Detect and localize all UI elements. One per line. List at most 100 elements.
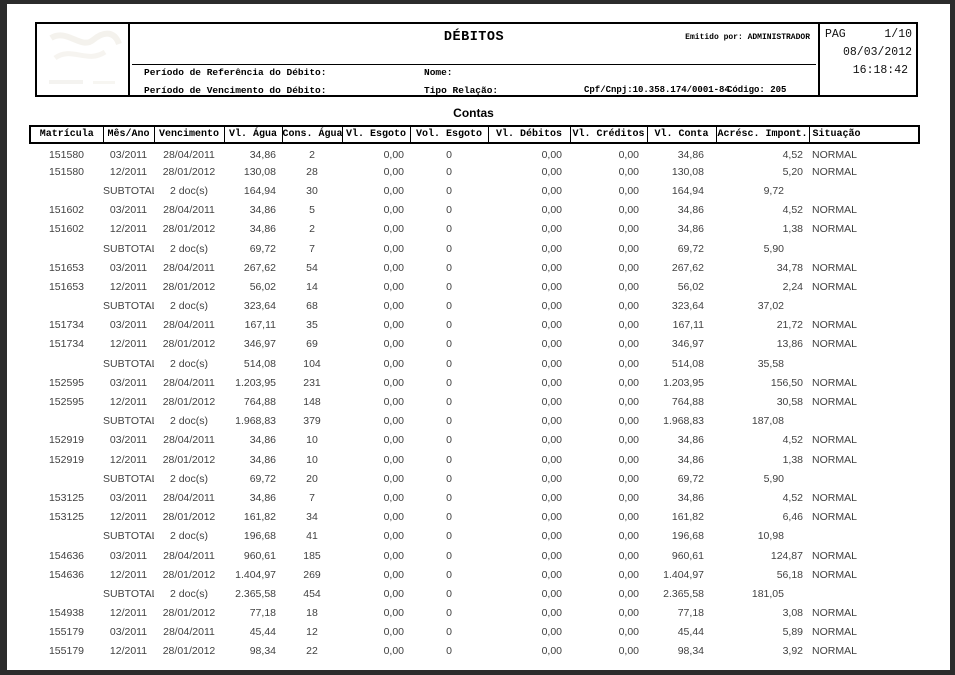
table-cell: 151602 [48, 204, 85, 217]
report-date: 08/03/2012 [842, 46, 912, 59]
report-title: DÉBITOS [443, 30, 505, 45]
table-cell: 34,86 [249, 149, 276, 162]
table-cell [809, 584, 919, 603]
table-cell: 2 [309, 223, 315, 236]
table-row: 151602 12/2011 28/01/2012 34,86 2 0,00 0 0,00 0,… [30, 220, 919, 239]
table-cell: SUBTOTAL [103, 587, 154, 600]
report-time: 16:18:42 [852, 64, 908, 77]
table-cell: NORMAL [812, 396, 857, 409]
table-cell [809, 527, 919, 546]
table-cell: 98,34 [249, 645, 276, 658]
table-cell: 45,44 [249, 626, 276, 639]
table-cell: 0,00 [541, 626, 562, 639]
table-cell: 7 [309, 491, 315, 504]
table-cell: 0,00 [541, 223, 562, 236]
table-cell: 0 [446, 626, 452, 639]
report-header: DÉBITOS Emitido por: ADMINISTRADOR Perío… [35, 22, 918, 97]
table-cell: 28/04/2011 [163, 376, 215, 389]
table-cell: 0,00 [618, 415, 639, 428]
table-cell: 155179 [48, 645, 85, 658]
table-cell: 0 [446, 645, 452, 658]
table-cell: 0 [446, 261, 452, 274]
table-cell: NORMAL [812, 338, 857, 351]
table-cell: 1,38 [782, 453, 803, 466]
table-cell: 152595 [48, 376, 85, 389]
table-cell: 12/2011 [109, 280, 148, 293]
column-header: Vol. Esgoto [409, 125, 489, 144]
table-cell: 28/01/2012 [162, 223, 216, 236]
column-header: Matrícula [29, 125, 104, 144]
table-cell: 2 doc(s) [170, 587, 208, 600]
table-cell: 0,00 [541, 300, 562, 313]
page-label: PAG [825, 28, 846, 41]
table-cell: 346,97 [243, 338, 276, 351]
table-cell: NORMAL [812, 165, 857, 178]
table-cell: 34,78 [776, 261, 803, 274]
table-cell: 0,00 [618, 223, 639, 236]
table-cell: NORMAL [812, 204, 857, 217]
table-cell: 0,00 [541, 549, 562, 562]
table-row: 151653 12/2011 28/01/2012 56,02 14 0,00 0 0,00 0… [30, 277, 919, 296]
table-cell: 56,18 [776, 568, 803, 581]
table-cell: 514,08 [671, 357, 704, 370]
table-cell: 152919 [48, 434, 85, 447]
table-cell: 0 [446, 300, 452, 313]
table-cell: SUBTOTAL [103, 530, 154, 543]
table-cell: 12/2011 [109, 396, 148, 409]
table-cell [30, 181, 103, 200]
filter-label-tipo-relacao: Tipo Relação: [424, 85, 499, 96]
table-cell: 0,00 [383, 530, 404, 543]
table-row: 152919 03/2011 28/04/2011 34,86 10 0,00 0 0,00 0… [30, 431, 919, 450]
table-cell: 0,00 [618, 149, 639, 162]
table-cell: 0,00 [541, 149, 562, 162]
table-cell: 45,44 [677, 626, 704, 639]
table-cell: 03/2011 [109, 491, 148, 504]
table-cell: 28/04/2011 [163, 261, 215, 274]
table-cell: 68 [306, 300, 318, 313]
header-middle-section: DÉBITOS Emitido por: ADMINISTRADOR Perío… [132, 24, 816, 96]
filter-label-nome: Nome: [424, 67, 453, 78]
table-cell: 151580 [48, 165, 85, 178]
table-cell: 0,00 [618, 204, 639, 217]
table-cell: 34,86 [677, 434, 704, 447]
table-cell: 0,00 [383, 511, 404, 524]
table-row: 151734 03/2011 28/04/2011 167,11 35 0,00 0 0,00… [30, 316, 919, 335]
table-cell: 2 doc(s) [170, 184, 208, 197]
table-row: 152595 12/2011 28/01/2012 764,88 148 0,00 0 0,0… [30, 392, 919, 411]
table-cell: 153125 [48, 511, 85, 524]
header-divider [132, 64, 816, 65]
table-cell: 03/2011 [109, 204, 148, 217]
table-row: 151580 03/2011 28/04/2011 34,86 2 0,00 0 0,00 0,… [30, 143, 919, 162]
table-cell: 1.404,97 [663, 568, 704, 581]
table-cell: 0,00 [383, 549, 404, 562]
table-cell: 151653 [48, 261, 85, 274]
table-cell: 28/04/2011 [163, 149, 215, 162]
table-cell: 4,52 [782, 434, 803, 447]
table-cell: 03/2011 [109, 149, 148, 162]
table-cell: 0,00 [383, 280, 404, 293]
table-cell: 4,52 [782, 204, 803, 217]
table-cell: 0 [446, 319, 452, 332]
table-cell: 10 [306, 453, 318, 466]
table-cell: 03/2011 [109, 434, 148, 447]
table-cell: 0,00 [383, 415, 404, 428]
table-row: 152919 12/2011 28/01/2012 34,86 10 0,00 0 0,00 0… [30, 450, 919, 469]
table-cell: 960,61 [243, 549, 276, 562]
table-cell: 2.365,58 [663, 587, 704, 600]
table-cell: NORMAL [812, 511, 857, 524]
table-cell: 151734 [48, 338, 85, 351]
table-cell: 10,98 [757, 530, 784, 543]
table-cell: 154636 [48, 568, 85, 581]
table-cell [30, 527, 103, 546]
table-cell: 6,46 [782, 511, 803, 524]
table-cell: 2 doc(s) [170, 415, 208, 428]
table-cell: 156,50 [770, 376, 803, 389]
table-cell: 10 [306, 434, 318, 447]
table-cell: 0 [446, 223, 452, 236]
table-cell: 0,00 [618, 530, 639, 543]
table-cell: 2 doc(s) [170, 530, 208, 543]
table-row: 155179 12/2011 28/01/2012 98,34 22 0,00 0 0,00 0… [30, 642, 919, 661]
table-cell: 0 [446, 149, 452, 162]
page-info-box: PAG 1/10 08/03/2012 16:18:42 [818, 24, 916, 95]
table-cell: 0,00 [618, 472, 639, 485]
